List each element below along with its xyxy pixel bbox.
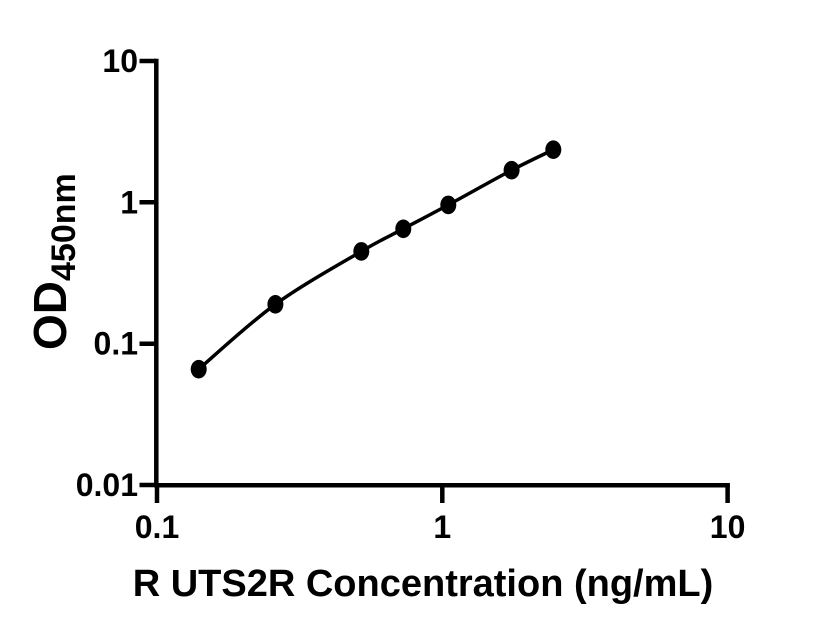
- data-point-marker: [440, 195, 457, 215]
- y-tick-label-0-01: 0.01: [76, 467, 138, 503]
- data-series-layer: [190, 140, 562, 379]
- y-tick-label-1: 1: [120, 184, 138, 220]
- data-point-marker: [395, 219, 412, 239]
- x-tick-label-0-1: 0.1: [135, 509, 179, 545]
- data-point-marker: [190, 359, 207, 379]
- data-point-marker: [353, 242, 370, 261]
- data-point-marker: [503, 160, 520, 180]
- y-axis-tick-labels: 10 1 0.1 0.01: [76, 43, 138, 503]
- x-axis-tick-labels: 0.1 1 10: [135, 509, 746, 545]
- y-axis-title-subscript: 450nm: [45, 173, 83, 281]
- x-axis-ticks: [154, 485, 730, 503]
- y-tick-label-10: 10: [102, 43, 138, 79]
- x-tick-label-1: 1: [433, 509, 451, 545]
- x-axis-title: R UTS2R Concentration (ng/mL): [133, 563, 714, 605]
- data-point-marker: [267, 295, 284, 314]
- data-point-marker: [545, 140, 562, 159]
- x-tick-label-10: 10: [710, 509, 746, 545]
- series-fit-line: [197, 148, 555, 371]
- y-axis-title: OD450nm: [24, 173, 83, 350]
- y-axis-title-main: OD: [24, 281, 76, 350]
- y-tick-label-0-1: 0.1: [94, 326, 138, 362]
- y-axis-ticks: [139, 58, 157, 488]
